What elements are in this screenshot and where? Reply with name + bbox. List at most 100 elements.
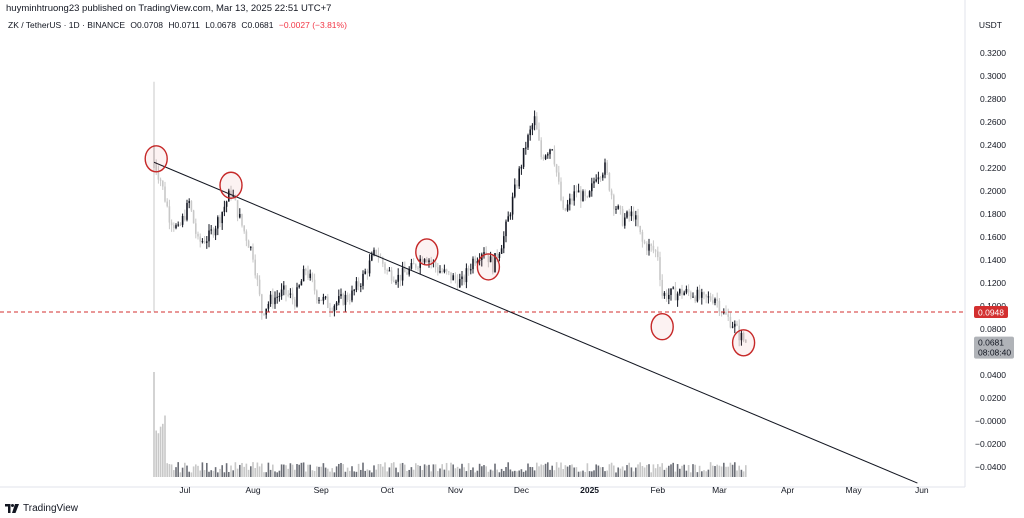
candle-body <box>419 258 421 268</box>
volume-bar <box>382 466 384 477</box>
volume-bar <box>274 471 276 477</box>
candle-body <box>571 198 573 201</box>
volume-bar <box>690 472 692 477</box>
candle-body <box>672 287 674 289</box>
candle-body <box>188 201 190 203</box>
candle-body <box>547 154 549 156</box>
footer[interactable]: TradingView <box>5 503 78 514</box>
candle-body <box>742 332 745 341</box>
volume-bar <box>470 469 472 477</box>
candle-body <box>344 294 347 305</box>
candle-body <box>181 215 184 225</box>
volume-bar <box>553 470 556 477</box>
volume-bar <box>542 465 545 477</box>
candle-body <box>269 294 272 304</box>
candle-body <box>283 285 285 290</box>
candle-body <box>507 216 509 222</box>
volume-bar <box>670 464 672 477</box>
volume-bar <box>245 463 248 477</box>
volume-bar <box>153 372 155 477</box>
candle-body <box>593 181 595 184</box>
candle-body <box>388 270 391 272</box>
y-tick-label: 0.1200 <box>980 278 1006 288</box>
volume-bar <box>707 469 710 477</box>
candle-body <box>252 246 254 260</box>
candle-body <box>298 285 300 288</box>
candle-body <box>241 214 243 226</box>
candle-body <box>221 212 223 224</box>
candle-body <box>225 201 228 207</box>
candle-body <box>186 202 188 220</box>
volume-bar <box>608 464 611 477</box>
candle-body <box>701 292 703 298</box>
candle-body <box>736 323 738 326</box>
volume-bar <box>685 470 688 477</box>
candle-body <box>575 191 578 193</box>
candle-body <box>307 270 309 278</box>
touch-circle <box>415 238 439 266</box>
candle-body <box>291 293 294 300</box>
candle-body <box>595 179 597 182</box>
candle-body <box>654 250 657 252</box>
volume-bar <box>291 464 294 477</box>
volume-bar <box>175 467 177 477</box>
volume-bar <box>340 462 342 477</box>
volume-bar <box>285 465 287 477</box>
volume-bar <box>344 471 347 477</box>
volume-bar <box>410 467 413 477</box>
volume-bar <box>657 464 659 477</box>
volume-bar <box>168 464 171 477</box>
candle-body <box>228 190 230 202</box>
candle-body <box>390 270 393 281</box>
y-tick-label: −0.0400 <box>975 462 1006 472</box>
candle-body <box>399 274 402 281</box>
volume-bar <box>597 465 600 477</box>
volume-bar <box>569 465 571 477</box>
candle-body <box>641 232 644 242</box>
candle-body <box>439 271 441 273</box>
volume-bar <box>177 462 179 477</box>
volume-bar <box>613 465 615 477</box>
volume-bar <box>654 468 657 477</box>
volume-bar <box>619 468 622 477</box>
volume-bar <box>179 472 182 477</box>
candle-body <box>371 254 373 261</box>
volume-bar <box>223 472 226 477</box>
volume-bar <box>269 469 272 477</box>
volume-bar <box>467 463 470 477</box>
touch-circle <box>219 171 243 199</box>
volume-bar <box>366 469 369 477</box>
volume-bar <box>155 430 157 477</box>
candle-body <box>529 129 531 136</box>
volume-bar <box>287 468 289 477</box>
x-tick-label: May <box>846 485 863 495</box>
x-tick-label: Sep <box>314 485 329 495</box>
footer-brand: TradingView <box>23 503 79 514</box>
volume-bar <box>624 470 626 477</box>
volume-bar <box>309 464 311 477</box>
volume-bar <box>615 472 617 477</box>
volume-bar <box>243 466 245 477</box>
candle-body <box>674 287 677 301</box>
candle-body <box>723 311 725 314</box>
candle-body <box>168 206 171 223</box>
volume-bar <box>725 466 727 477</box>
volume-bar <box>540 464 542 477</box>
touch-circle <box>650 313 674 341</box>
volume-bar <box>602 467 604 477</box>
candle-body <box>384 263 386 270</box>
volume-bar <box>324 467 327 477</box>
candle-body <box>461 276 463 280</box>
candle-body <box>393 280 395 282</box>
candle-body <box>588 191 591 197</box>
volume-bar <box>423 464 426 477</box>
candle-body <box>470 269 472 271</box>
volume-bar <box>606 470 608 477</box>
volume-bar <box>450 462 452 477</box>
volume-bar <box>439 468 441 477</box>
volume-bar <box>709 462 712 477</box>
candle-body <box>639 225 641 233</box>
candle-body <box>452 275 454 281</box>
volume-bar <box>265 472 267 477</box>
